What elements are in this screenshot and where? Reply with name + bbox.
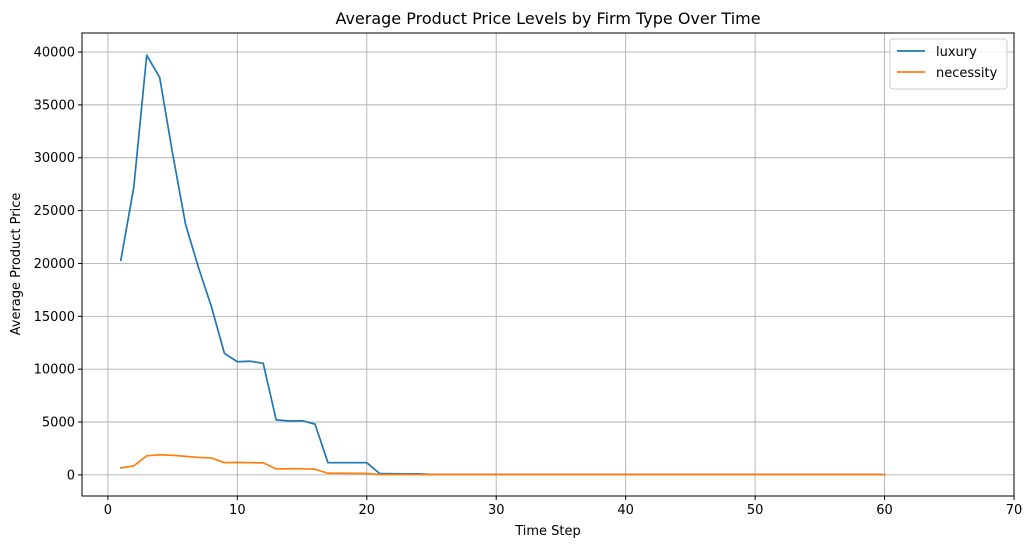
legend-label-luxury: luxury: [936, 45, 977, 60]
plot-frame: [81, 32, 1015, 497]
y-tick-label: 20000: [34, 257, 75, 272]
y-tick-label: 0: [67, 468, 75, 483]
axis-ticks: 0 10 20 30 40 50 60 70 0 5000 10000 15000 20000 25000…: [34, 46, 1023, 518]
y-axis-label: Average Product Price: [9, 193, 24, 336]
x-tick-label: 70: [1006, 503, 1023, 518]
x-axis-label: Time Step: [514, 524, 581, 539]
chart-title: Average Product Price Levels by Firm Typ…: [335, 9, 760, 28]
x-tick-label: 20: [359, 503, 376, 518]
legend: luxury necessity: [889, 38, 1008, 90]
series-lines: [119, 54, 886, 476]
x-tick-label: 30: [488, 503, 505, 518]
x-tick-label: 60: [876, 503, 893, 518]
legend-label-necessity: necessity: [936, 66, 998, 81]
x-tick-label: 40: [617, 503, 634, 518]
y-tick-label: 35000: [34, 98, 75, 113]
grid-lines: [82, 33, 1015, 496]
x-tick-label: 50: [747, 503, 764, 518]
y-tick-label: 30000: [34, 151, 75, 166]
y-tick-label: 10000: [34, 363, 75, 378]
y-tick-label: 5000: [42, 416, 75, 431]
y-tick-label: 40000: [34, 46, 75, 61]
x-tick-label: 10: [229, 503, 246, 518]
y-tick-label: 15000: [34, 310, 75, 325]
y-tick-label: 25000: [34, 204, 75, 219]
series-line-necessity: [119, 453, 886, 476]
x-tick-label: 0: [104, 503, 112, 518]
series-line-luxury: [119, 54, 886, 476]
